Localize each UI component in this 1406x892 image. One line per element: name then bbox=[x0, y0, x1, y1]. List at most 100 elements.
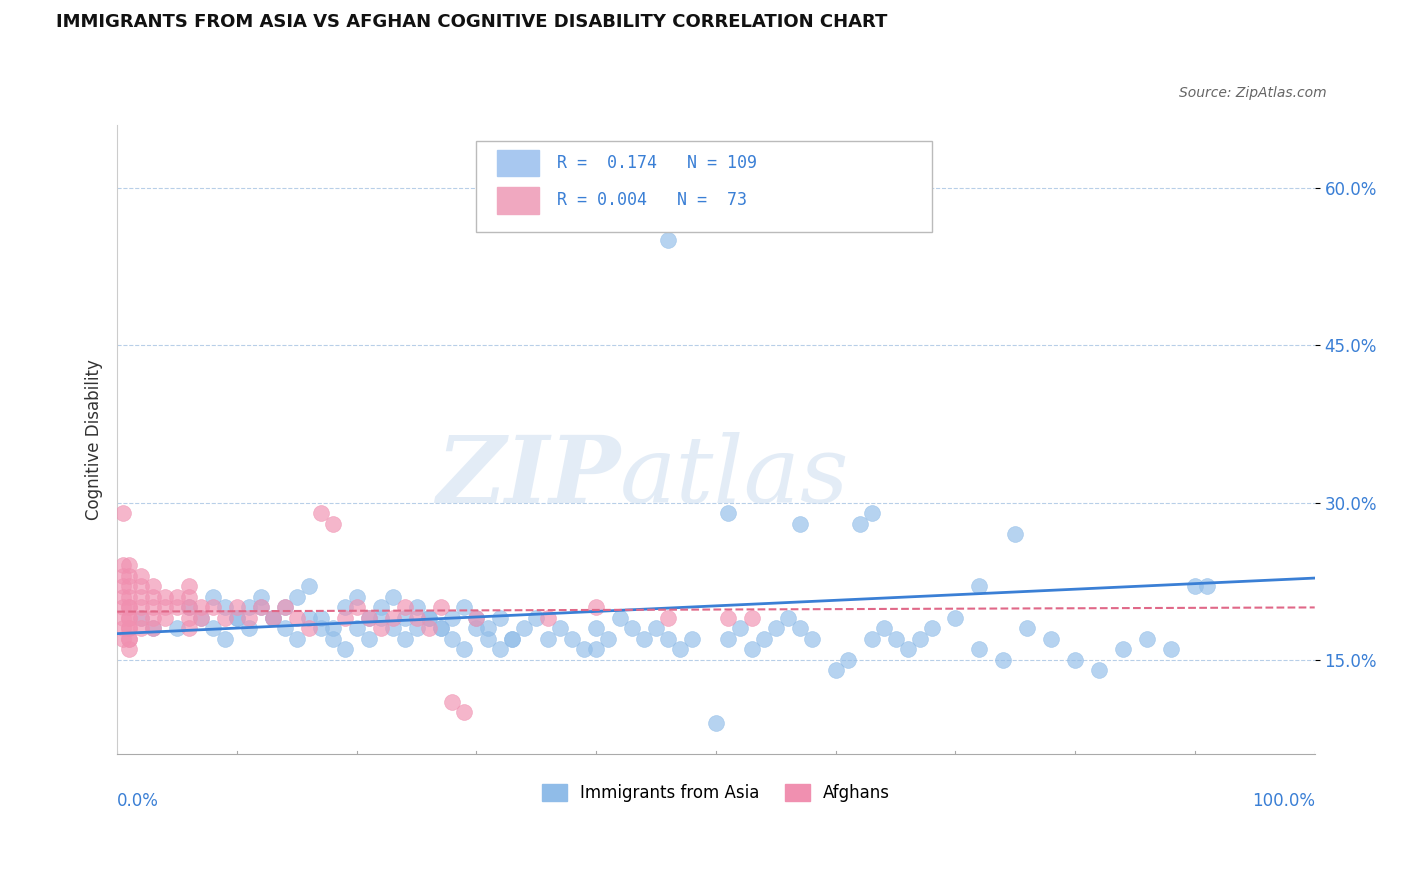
Y-axis label: Cognitive Disability: Cognitive Disability bbox=[86, 359, 103, 520]
Point bbox=[872, 621, 894, 635]
Point bbox=[129, 611, 152, 625]
Point bbox=[574, 642, 596, 657]
Point bbox=[298, 621, 321, 635]
Point bbox=[322, 621, 344, 635]
Point bbox=[418, 611, 440, 625]
Point bbox=[153, 611, 176, 625]
Point bbox=[112, 558, 135, 573]
Point bbox=[681, 632, 703, 646]
Point bbox=[381, 611, 404, 625]
Point bbox=[860, 506, 883, 520]
Point bbox=[837, 653, 859, 667]
Point bbox=[118, 600, 141, 615]
Point bbox=[142, 621, 165, 635]
Point bbox=[405, 621, 427, 635]
Point bbox=[118, 590, 141, 604]
Point bbox=[357, 611, 380, 625]
Point bbox=[129, 611, 152, 625]
Point bbox=[405, 600, 427, 615]
Point bbox=[848, 516, 870, 531]
Point bbox=[453, 706, 475, 720]
Point bbox=[1004, 527, 1026, 541]
Point bbox=[142, 590, 165, 604]
Point bbox=[357, 611, 380, 625]
Point bbox=[537, 632, 560, 646]
Point bbox=[118, 569, 141, 583]
Point bbox=[118, 600, 141, 615]
Point bbox=[453, 600, 475, 615]
Point bbox=[477, 621, 499, 635]
Point bbox=[394, 611, 416, 625]
Point bbox=[418, 611, 440, 625]
Point bbox=[112, 611, 135, 625]
Point bbox=[238, 600, 260, 615]
Point bbox=[501, 632, 523, 646]
Point bbox=[1195, 579, 1218, 593]
Point bbox=[250, 600, 273, 615]
Point bbox=[1160, 642, 1182, 657]
Text: atlas: atlas bbox=[620, 433, 849, 523]
Point bbox=[1184, 579, 1206, 593]
Point bbox=[322, 632, 344, 646]
Text: Source: ZipAtlas.com: Source: ZipAtlas.com bbox=[1180, 86, 1327, 100]
Point bbox=[537, 611, 560, 625]
Point bbox=[214, 611, 236, 625]
Point bbox=[346, 621, 368, 635]
Point bbox=[118, 611, 141, 625]
Point bbox=[657, 632, 679, 646]
Point bbox=[129, 590, 152, 604]
Text: R = 0.004   N =  73: R = 0.004 N = 73 bbox=[557, 192, 747, 210]
Point bbox=[142, 621, 165, 635]
Point bbox=[728, 621, 751, 635]
Point bbox=[309, 621, 332, 635]
Point bbox=[465, 611, 488, 625]
Point bbox=[333, 642, 356, 657]
Point bbox=[489, 611, 512, 625]
Point bbox=[704, 715, 727, 730]
Point bbox=[190, 611, 212, 625]
Point bbox=[441, 632, 464, 646]
Point bbox=[285, 632, 308, 646]
Point bbox=[370, 600, 392, 615]
Point bbox=[645, 621, 668, 635]
Point bbox=[717, 506, 740, 520]
Point bbox=[112, 632, 135, 646]
Point bbox=[824, 663, 846, 677]
Point bbox=[633, 632, 655, 646]
Point bbox=[585, 621, 607, 635]
Point bbox=[993, 653, 1015, 667]
Point bbox=[129, 579, 152, 593]
Point bbox=[285, 590, 308, 604]
Point bbox=[969, 579, 991, 593]
Point bbox=[177, 590, 200, 604]
FancyBboxPatch shape bbox=[477, 141, 932, 232]
FancyBboxPatch shape bbox=[496, 187, 538, 214]
Point bbox=[765, 621, 787, 635]
Point bbox=[441, 695, 464, 709]
Point bbox=[238, 611, 260, 625]
Point bbox=[776, 611, 799, 625]
Point bbox=[921, 621, 943, 635]
Point bbox=[405, 611, 427, 625]
Point bbox=[112, 600, 135, 615]
Point bbox=[262, 611, 284, 625]
Point bbox=[429, 621, 451, 635]
Point bbox=[394, 600, 416, 615]
Point bbox=[201, 600, 224, 615]
Point bbox=[657, 611, 679, 625]
Point bbox=[201, 590, 224, 604]
Point bbox=[177, 611, 200, 625]
Point bbox=[896, 642, 918, 657]
Point bbox=[274, 600, 297, 615]
Point bbox=[238, 621, 260, 635]
Point bbox=[226, 611, 249, 625]
Text: 0.0%: 0.0% bbox=[117, 792, 159, 810]
Point bbox=[250, 590, 273, 604]
Point bbox=[118, 611, 141, 625]
Point bbox=[346, 600, 368, 615]
Point bbox=[585, 600, 607, 615]
Point bbox=[657, 234, 679, 248]
Point bbox=[118, 632, 141, 646]
Point bbox=[381, 621, 404, 635]
Point bbox=[226, 600, 249, 615]
